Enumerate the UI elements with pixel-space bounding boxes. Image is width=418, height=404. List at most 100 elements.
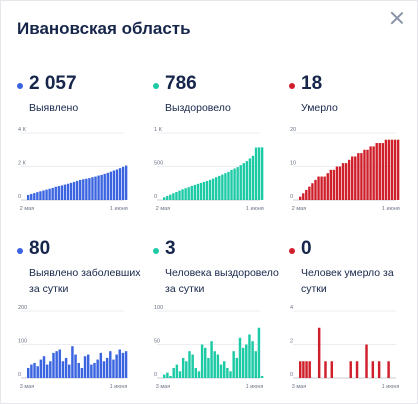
chart-bar: [93, 362, 96, 378]
chart-bar: [61, 361, 65, 378]
chart-bar: [42, 190, 45, 200]
chart-bar: [248, 158, 252, 200]
chart-bar: [77, 362, 80, 378]
y-tick-label: 10: [290, 161, 296, 167]
chart-bar: [33, 362, 36, 378]
x-tick-label: 1 июня: [246, 384, 264, 390]
chart-bar: [184, 188, 187, 200]
chart-bar: [30, 364, 33, 378]
chart-bar: [216, 354, 220, 378]
chart-bar: [324, 361, 327, 378]
chart-bar: [219, 364, 223, 378]
chart-bar: [39, 191, 42, 200]
chart-bar: [45, 189, 48, 200]
chart-bar: [100, 174, 103, 201]
chart-bar: [39, 359, 43, 378]
y-tick-label: 4: [290, 305, 293, 311]
chart-bar: [205, 180, 209, 200]
chart-bar: [118, 349, 121, 378]
chart-bar: [341, 163, 345, 200]
chart-bar: [260, 147, 264, 200]
chart-bar: [63, 184, 67, 200]
chart-bar: [242, 163, 245, 200]
chart-bar: [196, 183, 200, 200]
chart-bar: [55, 351, 58, 378]
chart-bar: [204, 347, 207, 378]
chart-bar: [354, 156, 357, 200]
chart-bar: [344, 163, 348, 200]
chart-bar: [232, 351, 235, 378]
chart-bar: [82, 179, 85, 200]
chart-bar: [94, 176, 97, 200]
chart-bar: [335, 166, 339, 200]
chart-bar: [27, 367, 30, 378]
legend-dot: [289, 83, 295, 89]
chart-bar: [238, 337, 242, 378]
chart-bar: [210, 341, 213, 378]
chart-bar: [172, 193, 175, 200]
chart-bar: [378, 143, 381, 200]
chart-bar: [299, 361, 302, 378]
panel-label: Человека выздоровело за сутки: [165, 267, 279, 295]
died-chart: 0 10 20 2 мая 1 июня: [290, 127, 400, 212]
chart-bar: [185, 361, 188, 378]
panel-value: 3: [165, 238, 176, 259]
chart-bar: [396, 139, 400, 200]
chart-bar: [375, 143, 378, 200]
x-tick-label: 1 июня: [246, 206, 264, 212]
x-tick-label: 1 июня: [110, 206, 128, 212]
chart-bar: [305, 361, 308, 378]
chart-bar: [239, 165, 242, 200]
y-tick-label: 0: [154, 372, 157, 378]
chart-bar: [317, 327, 321, 378]
chart-bar: [172, 367, 175, 378]
chart-bar: [349, 361, 352, 378]
panel-label: Выявлено: [29, 102, 79, 114]
chart-bar: [115, 354, 118, 378]
chart-bar: [48, 188, 51, 200]
y-tick-label: 200: [18, 305, 27, 311]
chart-bar: [317, 176, 320, 200]
chart-bar: [332, 169, 336, 200]
y-tick-label: 1 К: [154, 127, 163, 133]
chart-bar: [254, 351, 257, 378]
chart-bar: [211, 178, 215, 200]
chart-bar: [57, 186, 60, 200]
chart-bar: [199, 182, 203, 200]
chart-bar: [52, 352, 55, 379]
chart-bar: [178, 190, 181, 200]
panel-value: 2 057: [29, 73, 77, 94]
chart-bar: [338, 166, 342, 200]
chart-bar: [51, 187, 54, 200]
chart-bar: [230, 169, 233, 200]
x-tick-label: 2 мая: [292, 206, 306, 212]
chart-bar: [69, 182, 73, 200]
chart-bar: [357, 153, 360, 200]
chart-bar: [49, 361, 52, 378]
recovered-chart: 0 500 1 К 2 мая 1 июня: [154, 127, 264, 212]
chart-bar: [109, 351, 112, 378]
chart-bar: [323, 176, 326, 200]
chart-bar: [72, 181, 76, 200]
chart-bar: [74, 354, 77, 378]
chart-bar: [80, 367, 84, 378]
chart-bar: [207, 357, 210, 378]
close-icon[interactable]: [388, 9, 406, 27]
chart-bar: [112, 170, 116, 200]
chart-bar: [224, 173, 227, 200]
chart-bar: [235, 357, 239, 378]
y-tick-label: 4 К: [18, 127, 27, 133]
legend-dot: [17, 83, 23, 89]
chart-bar: [213, 351, 216, 378]
chart-bar: [193, 184, 196, 200]
chart-bar: [68, 364, 71, 378]
chart-bar: [83, 356, 87, 378]
chart-bar: [251, 341, 254, 378]
y-tick-label: 50: [154, 339, 160, 345]
x-tick-label: 1 июня: [110, 384, 128, 390]
y-tick-label: 500: [154, 161, 163, 167]
chart-bar: [27, 194, 30, 200]
chart-bar: [305, 189, 308, 200]
y-tick-label: 100: [154, 305, 163, 311]
chart-bar: [384, 139, 388, 200]
